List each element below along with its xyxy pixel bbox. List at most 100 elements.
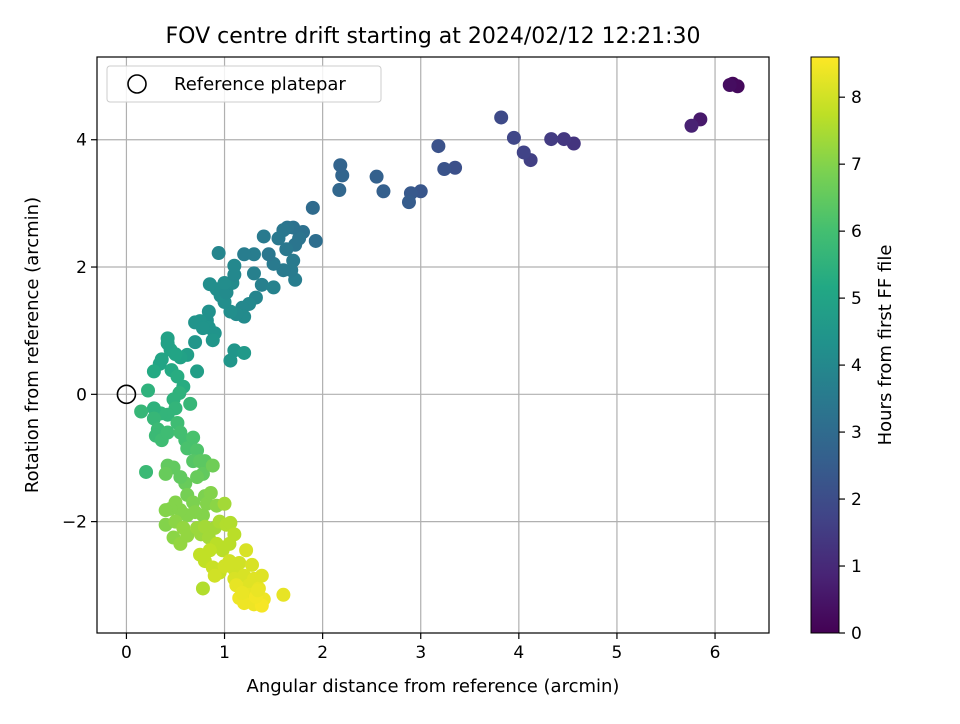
scatter-point — [684, 118, 699, 133]
scatter-point — [494, 110, 509, 125]
colorbar-tick-label: 1 — [851, 557, 862, 577]
x-tick-label: 2 — [317, 643, 328, 663]
scatter-point — [146, 401, 161, 416]
scatter-point — [141, 383, 156, 398]
colorbar-tick-label: 2 — [851, 490, 862, 510]
x-axis-label: Angular distance from reference (arcmin) — [247, 676, 620, 697]
scatter-point — [217, 275, 232, 290]
scatter-point — [139, 464, 154, 479]
scatter-point — [246, 247, 261, 262]
scatter-point — [160, 425, 175, 440]
scatter-point — [223, 515, 238, 530]
scatter-point — [448, 160, 463, 175]
x-tick-label: 5 — [612, 643, 623, 663]
plot-area-frame — [96, 56, 770, 634]
colorbar-label: Hours from first FF file — [875, 245, 896, 446]
chart-title: FOV centre drift starting at 2024/02/12 … — [166, 24, 701, 49]
scatter-point — [250, 583, 265, 598]
y-tick-label: −2 — [62, 513, 87, 533]
scatter-point — [170, 369, 185, 384]
y-tick-label: 2 — [76, 258, 87, 278]
scatter-point — [506, 130, 521, 145]
scatter-point — [376, 184, 391, 199]
scatter-point — [239, 543, 254, 558]
scatter-point — [401, 195, 416, 210]
colorbar-tick-label: 4 — [851, 356, 862, 376]
scatter-point — [190, 470, 205, 485]
scatter-point — [237, 345, 252, 360]
scatter-point — [246, 266, 261, 281]
scatter-point — [271, 231, 286, 246]
colorbar — [810, 56, 840, 634]
scatter-point — [190, 443, 205, 458]
scatter-point — [369, 169, 384, 184]
colorbar-tick-label: 3 — [851, 423, 862, 443]
scatter-point — [232, 555, 247, 570]
y-tick-label: 0 — [76, 385, 87, 405]
scatter-point — [203, 485, 218, 500]
scatter-point — [431, 139, 446, 154]
y-axis-label: Rotation from reference (arcmin) — [22, 197, 43, 493]
colorbar-ticks: 0 1 2 3 4 5 6 7 8 — [839, 88, 862, 644]
scatter-point — [195, 581, 210, 596]
scatter-point — [217, 496, 232, 511]
legend-label: Reference platepar — [174, 74, 346, 95]
x-tick-label: 6 — [710, 643, 721, 663]
scatter-point — [305, 200, 320, 215]
scatter-point — [160, 331, 175, 346]
scatter-point — [146, 411, 161, 426]
y-tick-label: 4 — [76, 131, 87, 151]
scatter-points — [134, 76, 745, 613]
scatter-point — [146, 364, 161, 379]
colorbar-tick-label: 5 — [851, 289, 862, 309]
scatter-point — [158, 503, 173, 518]
scatter-point — [158, 466, 173, 481]
scatter-point — [237, 247, 252, 262]
scatter-point — [190, 364, 205, 379]
legend-box — [106, 65, 382, 103]
scatter-point — [188, 335, 203, 350]
scatter-point — [332, 183, 347, 198]
legend-marker — [127, 74, 147, 94]
scatter-point — [516, 145, 531, 160]
x-tick-label: 1 — [219, 643, 230, 663]
scatter-point — [256, 229, 271, 244]
colorbar-tick-label: 0 — [851, 624, 862, 644]
scatter-point — [195, 321, 210, 336]
scatter-point — [183, 396, 198, 411]
scatter-point — [211, 246, 226, 261]
scatter-point — [276, 587, 291, 602]
scatter-point — [556, 132, 571, 147]
y-axis-ticks: −2 0 2 4 — [62, 131, 97, 533]
reference-point-marker — [116, 384, 137, 405]
scatter-point — [235, 585, 250, 600]
scatter-point — [207, 568, 222, 583]
scatter-point — [266, 280, 281, 295]
scatter-point — [134, 404, 149, 419]
colorbar-tick-label: 7 — [851, 155, 862, 175]
scatter-point — [254, 277, 269, 292]
scatter-point — [722, 78, 737, 93]
scatter-point — [308, 233, 323, 248]
colorbar-tick-label: 8 — [851, 88, 862, 108]
colorbar-tick-label: 6 — [851, 222, 862, 242]
scatter-point — [254, 568, 269, 583]
scatter-point — [186, 430, 201, 445]
x-tick-label: 3 — [415, 643, 426, 663]
scatter-point — [261, 247, 276, 262]
scatter-point — [227, 258, 242, 273]
scatter-point — [437, 162, 452, 177]
x-tick-label: 0 — [121, 643, 132, 663]
scatter-point — [205, 333, 220, 348]
scatter-point — [333, 158, 348, 173]
x-tick-label: 4 — [513, 643, 524, 663]
x-axis-ticks: 0 1 2 3 4 5 6 — [121, 633, 720, 663]
scatter-point — [180, 528, 195, 543]
scatter-point — [202, 277, 217, 292]
scatter-point — [279, 242, 294, 257]
scatter-point — [205, 458, 220, 473]
scatter-point — [245, 557, 260, 572]
scatter-point — [544, 132, 559, 147]
legend: Reference platepar — [106, 65, 382, 103]
